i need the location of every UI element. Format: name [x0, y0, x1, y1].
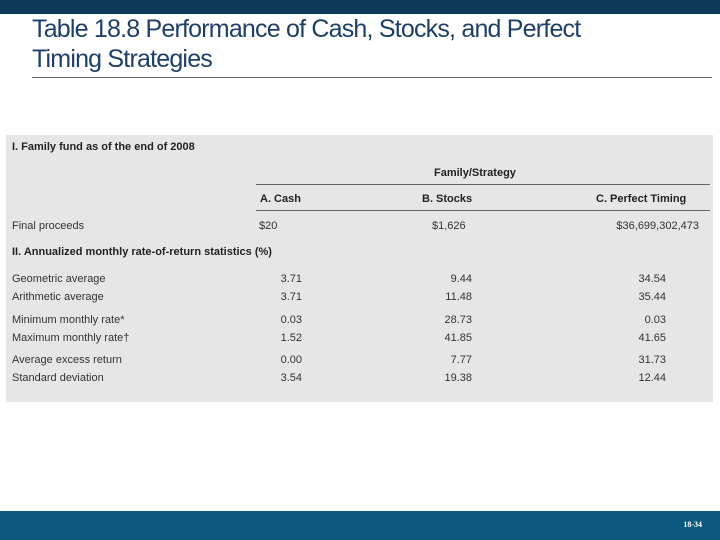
cell-perfect-timing: 41.65	[638, 332, 666, 344]
column-header-perfect-timing: C. Perfect Timing	[596, 193, 687, 205]
cell-perfect-timing: 0.03	[644, 314, 666, 326]
cell-cash: 3.71	[280, 273, 302, 285]
cell-perfect-timing: 34.54	[638, 273, 666, 285]
row-label: Maximum monthly rate†	[12, 332, 130, 344]
cell-stocks: 11.48	[445, 291, 472, 303]
cell-cash: $20	[259, 220, 278, 232]
cell-cash: 1.52	[280, 332, 302, 344]
page-number: 18-34	[683, 520, 702, 529]
row-label: Standard deviation	[12, 372, 104, 384]
bottom-banner: 18-34	[0, 511, 720, 540]
cell-cash: 0.03	[280, 314, 302, 326]
cell-stocks: 28.73	[444, 314, 472, 326]
top-banner	[0, 0, 720, 14]
cell-cash: 3.54	[280, 372, 302, 384]
group-header: Family/Strategy	[434, 167, 516, 179]
column-header-cash: A. Cash	[260, 193, 301, 205]
cell-stocks: 41.85	[444, 332, 472, 344]
column-header-stocks: B. Stocks	[422, 193, 473, 205]
cell-cash: 3.71	[280, 291, 302, 303]
cell-stocks: $1,626	[432, 220, 466, 232]
cell-stocks: 7.77	[450, 354, 472, 366]
cell-perfect-timing: 31.73	[638, 354, 666, 366]
slide-title: Table 18.8 Performance of Cash, Stocks, …	[32, 14, 692, 74]
slide-title-line-2: Timing Strategies	[32, 45, 213, 73]
row-label: Minimum monthly rate*	[12, 314, 125, 326]
slide-title-line-1: Table 18.8 Performance of Cash, Stocks, …	[32, 15, 581, 43]
performance-table: I. Family fund as of the end of 2008 Fam…	[6, 135, 713, 402]
row-label: Final proceeds	[12, 220, 85, 232]
cell-perfect-timing: $36,699,302,473	[616, 220, 699, 232]
row-label: Arithmetic average	[12, 291, 104, 303]
row-label: Average excess return	[12, 354, 122, 366]
section-2-heading: II. Annualized monthly rate-of-return st…	[12, 246, 272, 258]
cell-stocks: 19.38	[444, 372, 472, 384]
cell-perfect-timing: 12.44	[638, 372, 666, 384]
group-header-rule	[256, 184, 710, 185]
column-header-rule	[256, 210, 710, 211]
cell-stocks: 9.44	[450, 273, 472, 285]
row-label: Geometric average	[12, 273, 106, 285]
cell-cash: 0.00	[280, 354, 302, 366]
cell-perfect-timing: 35.44	[638, 291, 666, 303]
title-divider	[32, 77, 712, 78]
section-1-heading: I. Family fund as of the end of 2008	[12, 141, 195, 153]
